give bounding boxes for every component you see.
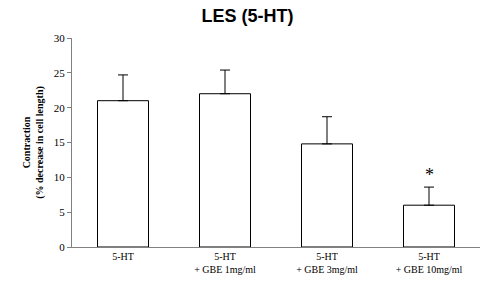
svg-text:5-HT: 5-HT <box>112 251 134 262</box>
svg-text:5: 5 <box>59 206 65 218</box>
svg-text:5-HT+ GBE 1mg/ml: 5-HT+ GBE 1mg/ml <box>194 251 256 275</box>
svg-text:25: 25 <box>54 67 66 79</box>
svg-text:30: 30 <box>54 32 66 44</box>
svg-text:LES (5-HT): LES (5-HT) <box>202 6 294 26</box>
svg-text:*: * <box>425 165 434 185</box>
svg-text:Contraction(% decrease in cell: Contraction(% decrease in cell length) <box>21 86 46 199</box>
svg-text:15: 15 <box>54 136 66 148</box>
svg-text:5-HT+ GBE 10mg/ml: 5-HT+ GBE 10mg/ml <box>396 251 463 275</box>
svg-text:5-HT+ GBE 3mg/ml: 5-HT+ GBE 3mg/ml <box>296 251 358 275</box>
svg-text:20: 20 <box>54 102 66 114</box>
svg-text:10: 10 <box>54 171 66 183</box>
svg-text:0: 0 <box>59 241 65 253</box>
